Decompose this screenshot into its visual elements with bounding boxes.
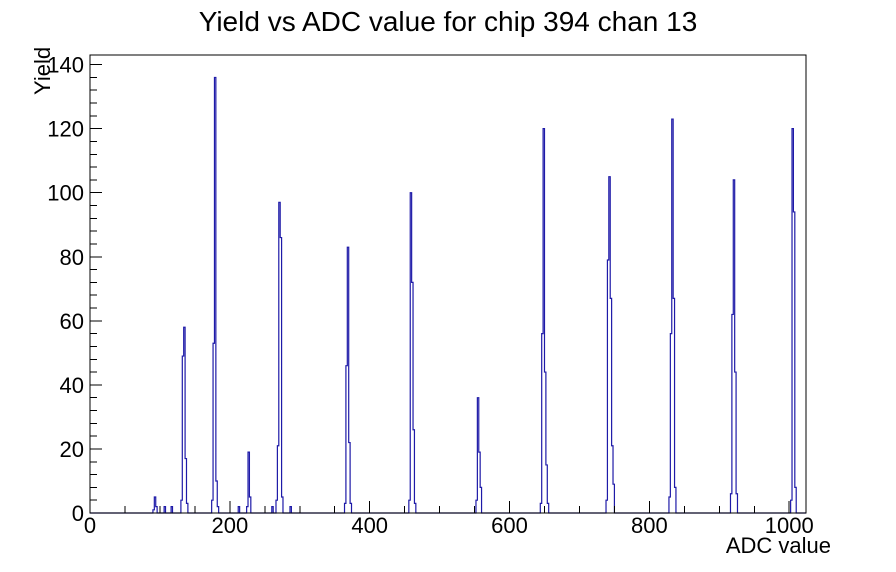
x-axis-title: ADC value: [726, 533, 831, 558]
histogram-line: [90, 76, 806, 514]
chart-title: Yield vs ADC value for chip 394 chan 13: [198, 6, 698, 37]
y-tick-label: 80: [60, 245, 84, 270]
plot-frame: [89, 54, 807, 514]
y-tick-label: 20: [60, 437, 84, 462]
x-tick-label: 600: [491, 513, 528, 538]
x-tick-label: 1000: [765, 513, 814, 538]
x-tick-label: 800: [631, 513, 668, 538]
x-tick-label: 400: [351, 513, 388, 538]
y-tick-label: 0: [72, 501, 84, 526]
y-axis-title: Yield: [30, 47, 55, 95]
y-tick-label: 100: [47, 181, 84, 206]
y-tick-label: 120: [47, 117, 84, 142]
x-tick-label: 0: [84, 513, 96, 538]
y-tick-label: 60: [60, 309, 84, 334]
x-tick-label: 200: [211, 513, 248, 538]
y-tick-label: 140: [47, 53, 84, 78]
y-tick-label: 40: [60, 373, 84, 398]
